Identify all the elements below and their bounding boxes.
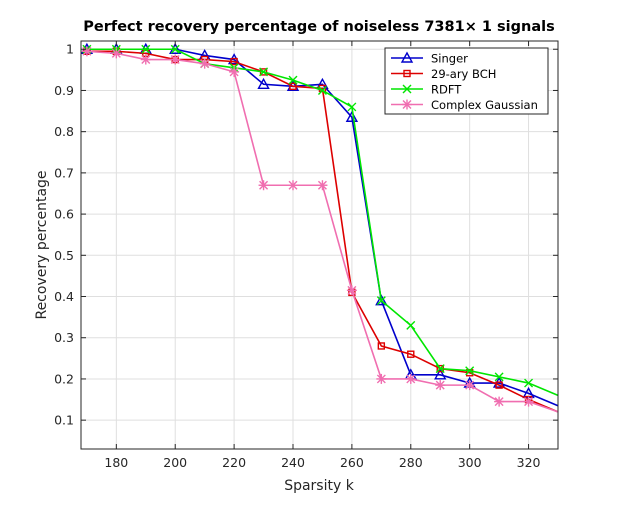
data-point-rdft	[141, 44, 151, 54]
x-tick-label: 280	[399, 455, 423, 470]
x-tick-label: 240	[281, 455, 305, 470]
x-tick-label: 260	[340, 455, 364, 470]
data-point-rdft	[465, 366, 475, 376]
legend-item-singer: Singer	[391, 52, 468, 66]
x-tick-label: 180	[104, 455, 128, 470]
data-point-complex-gaussian	[523, 396, 534, 407]
legend-swatch-marker	[402, 84, 412, 94]
data-point-29-ary-bch	[230, 57, 238, 66]
data-point-complex-gaussian	[288, 180, 298, 191]
legend-swatch-marker	[402, 99, 412, 110]
y-tick-label: 0.7	[54, 165, 74, 180]
legend-item-rdft: RDFT	[391, 83, 462, 97]
data-point-singer	[345, 110, 359, 122]
data-point-complex-gaussian	[317, 180, 328, 191]
data-point-rdft	[435, 364, 445, 374]
data-point-complex-gaussian	[376, 373, 387, 384]
data-point-rdft	[376, 296, 386, 306]
data-point-rdft	[317, 85, 327, 95]
data-point-complex-gaussian	[199, 58, 210, 69]
x-axis-label: Sparsity k	[284, 478, 355, 494]
y-tick-label: 0.5	[54, 248, 74, 263]
y-tick-label: 0.4	[54, 289, 74, 304]
data-point-complex-gaussian	[81, 46, 92, 57]
y-tick-label: 1	[66, 42, 74, 57]
x-tick-label: 320	[517, 455, 541, 470]
y-tick-label: 0.1	[54, 413, 74, 428]
data-point-29-ary-bch	[377, 342, 386, 350]
x-tick-label: 300	[458, 455, 482, 470]
legend-item-29-ary-bch: 29-ary BCH	[391, 67, 496, 81]
legend-item-complex-gaussian: Complex Gaussian	[391, 98, 538, 112]
data-point-rdft	[494, 372, 504, 382]
legend-swatch-marker	[403, 69, 411, 78]
legend-label: Complex Gaussian	[431, 98, 538, 112]
data-point-singer	[257, 77, 270, 89]
y-tick-label: 0.9	[54, 83, 74, 98]
y-tick-label: 0.3	[54, 330, 74, 345]
data-point-complex-gaussian	[258, 180, 269, 191]
chart-title: Perfect recovery percentage of noiseless…	[83, 19, 554, 35]
y-tick-label: 0.2	[54, 371, 74, 386]
y-tick-label: 0.6	[54, 207, 74, 222]
y-axis-label: Recovery percentage	[34, 170, 50, 319]
data-point-complex-gaussian	[140, 54, 151, 65]
data-point-complex-gaussian	[229, 66, 240, 77]
data-point-29-ary-bch	[407, 350, 415, 358]
data-point-singer	[434, 368, 447, 380]
legend-swatch-marker	[400, 51, 414, 63]
legend-label: Singer	[431, 52, 468, 66]
series-group	[81, 42, 558, 413]
legend-box	[384, 47, 549, 115]
series-rdft	[82, 44, 558, 397]
x-tick-label: 220	[222, 455, 246, 470]
y-tick-label: 0.8	[54, 124, 74, 139]
data-point-rdft	[170, 44, 180, 54]
data-point-rdft	[347, 102, 357, 112]
data-point-complex-gaussian	[170, 54, 181, 65]
data-point-rdft	[288, 75, 298, 85]
series-complex-gaussian	[81, 46, 558, 413]
data-point-rdft	[259, 67, 269, 77]
data-point-complex-gaussian	[494, 396, 505, 407]
data-point-rdft	[524, 378, 534, 388]
data-point-complex-gaussian	[346, 285, 357, 296]
data-point-complex-gaussian	[405, 373, 416, 384]
series-line-29-ary-bch	[86, 50, 558, 413]
data-point-29-ary-bch	[289, 82, 297, 91]
plot-area-frame	[80, 40, 559, 450]
axis-ticks: 180 200 220 240 260 280 300 320 0.1 0.2 0.3 0.4 0.5 0…	[54, 41, 558, 470]
data-point-29-ary-bch	[495, 381, 503, 389]
data-point-complex-gaussian	[435, 380, 446, 391]
data-point-complex-gaussian	[111, 48, 122, 59]
data-point-singer	[375, 294, 388, 306]
data-point-complex-gaussian	[464, 380, 475, 391]
data-point-rdft	[406, 320, 416, 330]
legend-label: RDFT	[431, 83, 462, 97]
x-tick-label: 200	[163, 455, 187, 470]
legend-label: 29-ary BCH	[431, 67, 496, 81]
